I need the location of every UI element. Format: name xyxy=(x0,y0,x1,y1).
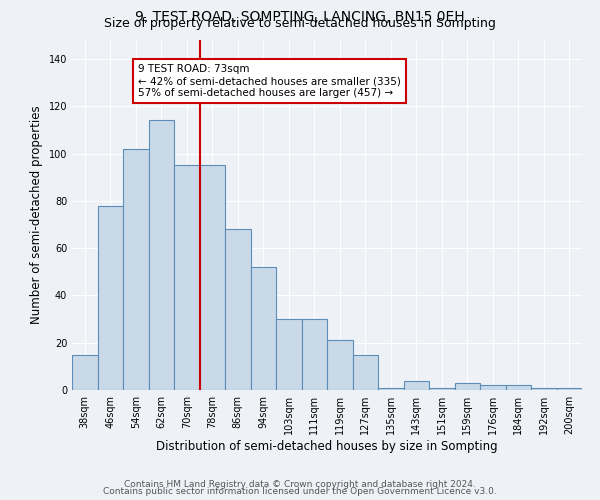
Bar xyxy=(199,166,225,390)
Bar xyxy=(302,319,327,390)
Bar xyxy=(327,340,353,390)
Text: Contains HM Land Registry data © Crown copyright and database right 2024.: Contains HM Land Registry data © Crown c… xyxy=(124,480,476,489)
Bar xyxy=(505,386,531,390)
Bar xyxy=(276,319,302,390)
Bar xyxy=(174,166,199,390)
Text: 9 TEST ROAD: 73sqm
← 42% of semi-detached houses are smaller (335)
57% of semi-d: 9 TEST ROAD: 73sqm ← 42% of semi-detache… xyxy=(139,64,401,98)
Bar xyxy=(97,206,123,390)
Bar xyxy=(72,354,97,390)
Bar xyxy=(353,354,378,390)
Bar xyxy=(149,120,174,390)
Bar xyxy=(480,386,505,390)
Bar xyxy=(123,149,149,390)
Text: Contains public sector information licensed under the Open Government Licence v3: Contains public sector information licen… xyxy=(103,487,497,496)
Bar xyxy=(429,388,455,390)
Text: Size of property relative to semi-detached houses in Sompting: Size of property relative to semi-detach… xyxy=(104,18,496,30)
Bar xyxy=(455,383,480,390)
Bar xyxy=(404,380,429,390)
Text: 9, TEST ROAD, SOMPTING, LANCING, BN15 0EH: 9, TEST ROAD, SOMPTING, LANCING, BN15 0E… xyxy=(135,10,465,24)
Bar xyxy=(557,388,582,390)
Bar xyxy=(531,388,557,390)
X-axis label: Distribution of semi-detached houses by size in Sompting: Distribution of semi-detached houses by … xyxy=(156,440,498,453)
Bar xyxy=(225,229,251,390)
Bar xyxy=(251,267,276,390)
Bar xyxy=(378,388,404,390)
Y-axis label: Number of semi-detached properties: Number of semi-detached properties xyxy=(30,106,43,324)
